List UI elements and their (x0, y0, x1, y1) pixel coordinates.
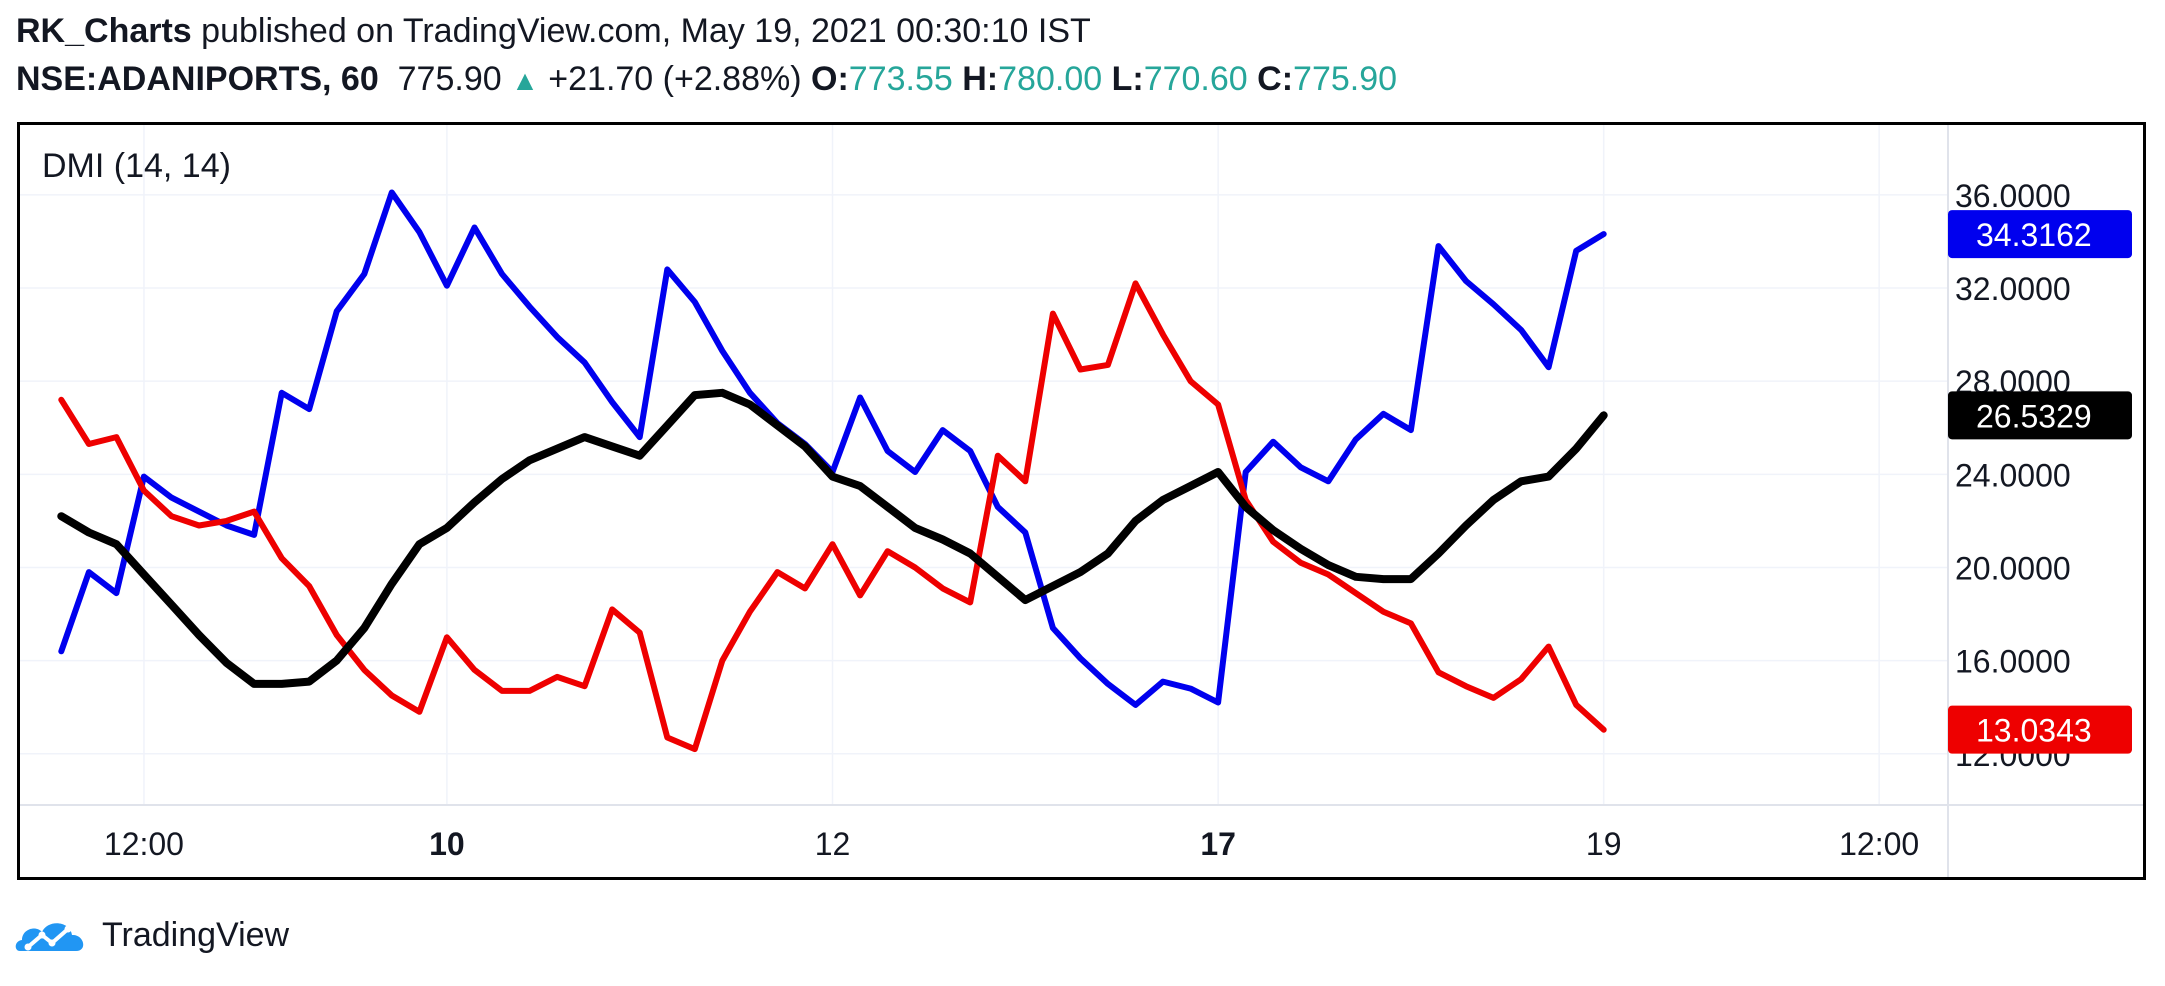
dmi-chart[interactable]: 12.000016.000020.000024.000028.000032.00… (20, 125, 2143, 877)
symbol-label: NSE:ADANIPORTS, 60 (16, 60, 379, 98)
y-tick-label: 24.0000 (1955, 457, 2071, 493)
high-label: H: (962, 60, 999, 98)
symbol-info: NSE:ADANIPORTS, 60 775.90 ▲ +21.70 (+2.8… (16, 60, 1397, 99)
author-name[interactable]: RK_Charts (16, 12, 192, 50)
last-price: 775.90 (397, 60, 502, 98)
low-label: L: (1111, 60, 1144, 98)
y-tick-label: 36.0000 (1955, 178, 2071, 214)
last-value-label: 13.0343 (1976, 713, 2092, 749)
x-tick-label: 12:00 (1839, 826, 1919, 862)
open-label: O: (811, 60, 849, 98)
y-tick-label: 32.0000 (1955, 271, 2071, 307)
up-triangle-icon: ▲ (511, 65, 539, 96)
x-tick-label: 12 (815, 826, 851, 862)
tradingview-brand[interactable]: TradingView (102, 915, 290, 954)
close-value: 775.90 (1293, 60, 1398, 98)
last-value-badge (1948, 391, 2132, 440)
open-value: 773.55 (848, 60, 953, 98)
last-value-badge (1948, 210, 2132, 259)
series-line-adx (57, 388, 1608, 688)
tradingview-logo-icon (15, 923, 84, 951)
x-tick-label: 19 (1586, 826, 1622, 862)
publish-info: RK_Charts published on TradingView.com, … (16, 12, 1091, 51)
high-value: 780.00 (998, 60, 1103, 98)
x-tick-label: 10 (429, 826, 465, 862)
chart-frame[interactable]: 12.0000 16.0000 20.0000 24.0000 28.0000 32.00… (17, 122, 2146, 880)
close-label: C: (1257, 60, 1294, 98)
y-tick-label: 20.0000 (1955, 550, 2071, 586)
last-value-badge (1948, 705, 2132, 754)
price-change: +21.70 (+2.88%) (548, 60, 802, 98)
published-text: published on TradingView.com, May 19, 20… (201, 12, 1091, 50)
y-tick-label: 16.0000 (1955, 644, 2071, 680)
last-value-label: 34.3162 (1976, 217, 2092, 253)
low-value: 770.60 (1143, 60, 1248, 98)
x-tick-label: 12:00 (104, 826, 184, 862)
footer: TradingView (14, 910, 289, 960)
x-tick-label: 17 (1200, 826, 1236, 862)
series-line-minus_di (58, 280, 1607, 753)
last-value-label: 26.5329 (1976, 398, 2092, 434)
indicator-label: DMI (14, 14) (42, 147, 231, 185)
